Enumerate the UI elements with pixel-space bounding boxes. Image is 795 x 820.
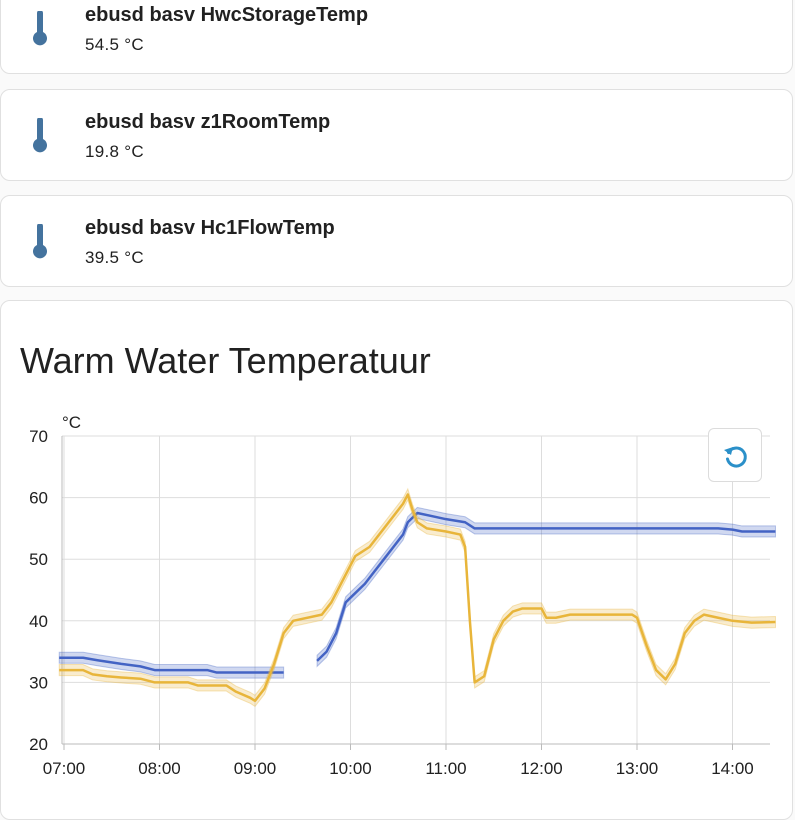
entity-card-z1-room-temp[interactable]: ebusd basv z1RoomTemp 19.8 °C: [0, 89, 793, 181]
entity-state: 54.5 °C: [85, 35, 144, 54]
reset-zoom-button[interactable]: [708, 428, 762, 482]
y-tick-label: 70: [29, 427, 48, 446]
thermometer-icon: [33, 11, 47, 46]
entity-state: 19.8 °C: [85, 142, 144, 161]
history-chart[interactable]: 20 30 40 50 60 70 07:00 08:00 09:00 10:00 11:00 12:…: [0, 400, 795, 800]
series-line[interactable]: [59, 656, 284, 674]
y-axis-unit: °C: [62, 413, 81, 432]
series-band: [58, 487, 776, 708]
entity-name: ebusd basv Hc1FlowTemp: [85, 217, 335, 239]
thermometer-icon: [33, 118, 47, 153]
x-tick-label: 11:00: [425, 759, 466, 778]
entity-state: 39.5 °C: [85, 248, 144, 267]
history-graph-card: [0, 300, 793, 820]
y-tick-label: 40: [29, 612, 48, 631]
y-tick-label: 20: [29, 735, 48, 754]
y-tick-label: 30: [29, 673, 48, 692]
series-line[interactable]: [316, 511, 776, 662]
x-tick-label: 09:00: [234, 759, 277, 778]
y-tick-label: 50: [29, 550, 48, 569]
entity-card-hc1-flow-temp[interactable]: ebusd basv Hc1FlowTemp 39.5 °C: [0, 195, 793, 287]
y-tick-label: 60: [29, 489, 48, 508]
x-tick-label: 07:00: [43, 759, 86, 778]
x-tick-label: 08:00: [138, 759, 181, 778]
x-tick-label: 14:00: [711, 759, 754, 778]
x-tick-label: 12:00: [520, 759, 563, 778]
thermometer-icon: [33, 224, 47, 259]
x-tick-label: 13:00: [616, 759, 659, 778]
entity-name: ebusd basv z1RoomTemp: [85, 111, 331, 133]
entity-name: ebusd basv HwcStorageTemp: [85, 4, 369, 26]
series-line[interactable]: [59, 493, 776, 703]
x-tick-label: 10:00: [329, 759, 372, 778]
reset-zoom-icon: [724, 446, 747, 468]
series-band: [316, 506, 776, 668]
entity-card-hwc-storage-temp[interactable]: ebusd basv HwcStorageTemp 54.5 °C: [0, 0, 793, 74]
chart-title: Warm Water Temperatuur: [20, 340, 431, 381]
